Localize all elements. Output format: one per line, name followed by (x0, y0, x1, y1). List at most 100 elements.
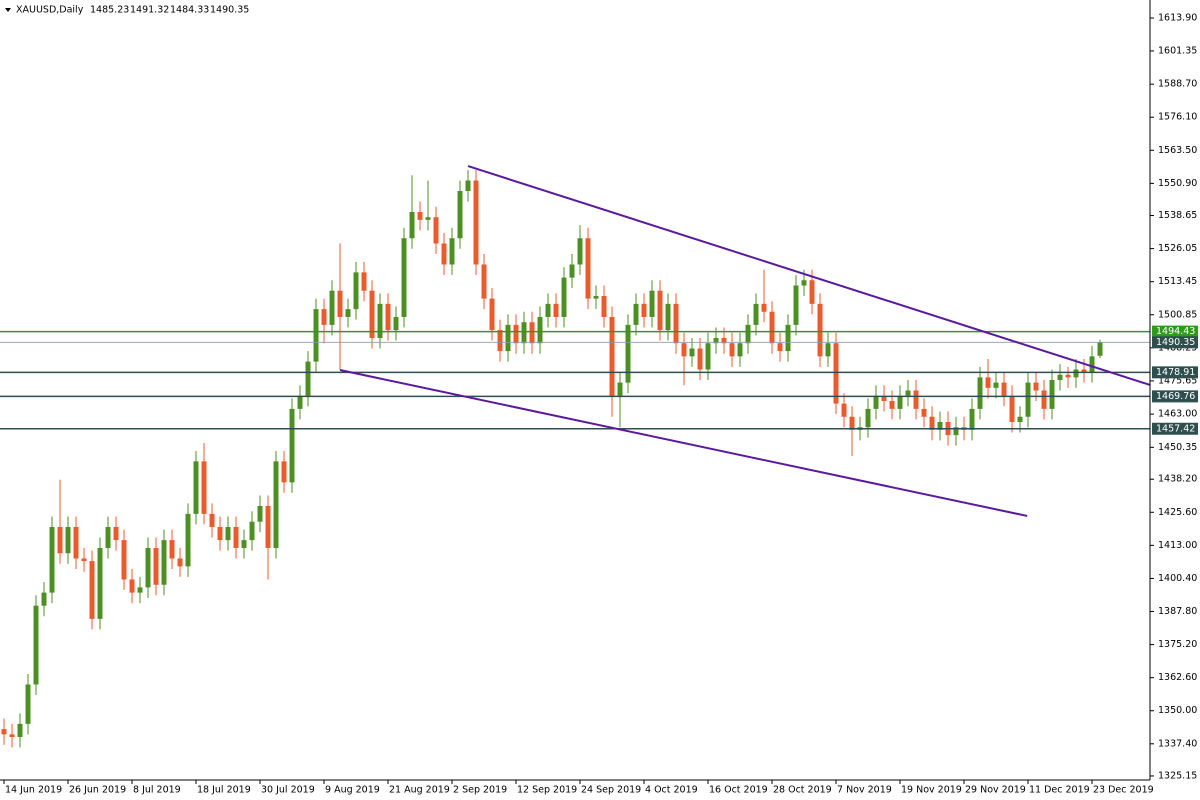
candle-body (673, 303, 679, 344)
y-tick-label: 1601.35 (1158, 45, 1197, 56)
candle-body (897, 395, 903, 409)
candle-body (393, 316, 399, 331)
candle-body (705, 343, 711, 370)
candle-body (577, 238, 583, 265)
candle-body (433, 217, 439, 244)
candle-body (841, 403, 847, 417)
candle-body (713, 337, 719, 344)
y-tick-label: 1576.10 (1158, 112, 1197, 123)
candle-body (145, 547, 151, 588)
candle-body (417, 211, 423, 220)
candle-body (305, 361, 311, 396)
candle-body (633, 303, 639, 325)
candle-body (801, 280, 807, 286)
candle-body (929, 416, 935, 430)
candle-body (561, 277, 567, 317)
candle-body (281, 461, 287, 483)
level-label-box (1152, 366, 1198, 379)
candle-body (241, 540, 247, 548)
candle-body (537, 316, 543, 344)
low-value: 1484.33 (170, 5, 209, 16)
candle-body (401, 238, 407, 317)
candle-body (25, 684, 31, 724)
candle-body (225, 526, 231, 541)
candle-body (529, 322, 535, 344)
candle-body (1089, 356, 1095, 373)
candle-body (81, 558, 87, 562)
close-value: 1490.35 (210, 5, 249, 16)
y-tick-label: 1550.90 (1158, 178, 1197, 189)
candle-body (441, 243, 447, 265)
level-label: 1494.43 (1156, 326, 1195, 337)
candle-body (881, 395, 887, 401)
x-tick-label: 2 Sep 2019 (453, 785, 507, 796)
price-label: 1490.35 (1156, 337, 1195, 348)
candle-body (457, 190, 463, 239)
candle-body (313, 309, 319, 362)
candle-body (889, 400, 895, 409)
x-tick-label: 24 Sep 2019 (581, 785, 641, 796)
candle-body (689, 348, 695, 357)
candle-body (817, 303, 823, 357)
price-label-box (1152, 336, 1198, 349)
candle-body (321, 309, 327, 325)
candle-body (57, 526, 63, 554)
candle-body (49, 526, 55, 593)
y-tick-label: 1500.85 (1158, 309, 1197, 320)
candle-body (1025, 382, 1031, 417)
candle-body (497, 330, 503, 352)
candle-body (825, 343, 831, 357)
candle-body (761, 303, 767, 312)
y-tick-label: 1450.35 (1158, 442, 1197, 453)
candle-body (161, 540, 167, 585)
candle-body (521, 322, 527, 344)
candle-body (649, 290, 655, 317)
candle-body (481, 264, 487, 299)
candle-body (809, 280, 815, 304)
candle-body (289, 408, 295, 483)
candle-body (697, 348, 703, 370)
candle-body (545, 303, 551, 317)
x-tick-label: 29 Nov 2019 (965, 785, 1026, 796)
candle-body (721, 337, 727, 344)
candle-body (489, 298, 495, 331)
candle-body (137, 587, 143, 593)
x-tick-label: 21 Aug 2019 (389, 785, 450, 796)
candle-body (865, 408, 871, 428)
candle-body (217, 526, 223, 541)
candle-body (473, 180, 479, 265)
candle-body (993, 382, 999, 388)
x-tick-label: 19 Nov 2019 (901, 785, 962, 796)
y-tick-label: 1613.90 (1158, 13, 1197, 24)
candle-body (17, 723, 23, 737)
candle-body (657, 290, 663, 331)
candle-body (729, 343, 735, 357)
candle-body (745, 324, 751, 344)
level-label-box (1152, 390, 1198, 403)
x-tick-label: 28 Oct 2019 (773, 785, 832, 796)
candle-body (409, 211, 415, 239)
candle-body (921, 408, 927, 417)
candle-body (985, 377, 991, 388)
level-label-box (1152, 325, 1198, 338)
candle-body (1057, 374, 1063, 380)
candle-body (1001, 382, 1007, 396)
x-tick-label: 30 Jul 2019 (261, 785, 315, 796)
menu-arrow[interactable] (5, 8, 11, 12)
y-tick-label: 1413.00 (1158, 540, 1197, 551)
candle-body (249, 521, 255, 541)
candle-body (121, 540, 127, 580)
candle-body (41, 592, 47, 606)
trend-line (467, 165, 1151, 386)
x-tick-label: 23 Dec 2019 (1093, 785, 1154, 796)
y-tick-label: 1337.40 (1158, 738, 1197, 749)
y-tick-label: 1526.05 (1158, 243, 1197, 254)
candle-body (1009, 395, 1015, 422)
candle-body (593, 295, 599, 299)
candle-body (345, 309, 351, 317)
candle-body (33, 605, 39, 685)
candle-body (1049, 379, 1055, 409)
candle-body (873, 395, 879, 409)
candle-body (1033, 382, 1039, 391)
x-tick-label: 26 Jun 2019 (69, 785, 126, 796)
